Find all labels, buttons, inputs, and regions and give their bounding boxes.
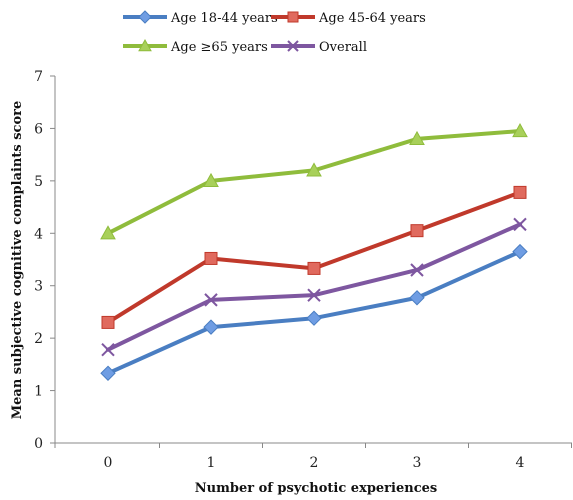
legend-label: Age 45-64 years bbox=[318, 11, 426, 26]
y-axis-ticks: 0 1 2 3 4 5 6 7 bbox=[34, 69, 55, 452]
y-tick-label: 7 bbox=[34, 69, 43, 85]
legend-marker bbox=[138, 38, 152, 52]
y-tick-label: 2 bbox=[34, 331, 43, 347]
data-point bbox=[203, 172, 219, 187]
data-point bbox=[306, 162, 322, 177]
x-tick-label: 3 bbox=[413, 455, 422, 471]
x-tick-label: 4 bbox=[516, 455, 525, 471]
data-point bbox=[307, 288, 321, 302]
data-point bbox=[513, 217, 527, 232]
data-point bbox=[512, 123, 528, 138]
data-point bbox=[409, 290, 425, 306]
x-tick-label: 2 bbox=[310, 455, 319, 471]
series-line bbox=[106, 190, 522, 325]
legend-item: Age 45-64 years bbox=[271, 11, 426, 26]
data-point bbox=[101, 315, 115, 329]
data-point bbox=[307, 261, 321, 275]
data-point bbox=[100, 365, 116, 381]
data-point bbox=[101, 342, 115, 357]
data-point bbox=[204, 251, 218, 265]
data-point bbox=[409, 130, 425, 146]
series-2 bbox=[101, 185, 527, 329]
data-point bbox=[512, 243, 528, 260]
data-point bbox=[306, 310, 322, 326]
legend-label: Age 18-44 years bbox=[170, 11, 278, 26]
series-4 bbox=[101, 217, 527, 357]
y-tick-label: 5 bbox=[34, 174, 43, 190]
legend-marker bbox=[287, 11, 299, 23]
legend-item: Age 18-44 years bbox=[123, 10, 278, 26]
x-tick-label: 1 bbox=[207, 455, 216, 471]
legend-item: Overall bbox=[271, 40, 367, 55]
y-tick-label: 1 bbox=[34, 384, 43, 400]
x-axis-title: Number of psychotic experiences bbox=[195, 481, 437, 496]
x-tick-label: 0 bbox=[104, 455, 113, 471]
y-tick-label: 3 bbox=[34, 279, 43, 295]
axes: 0 1 2 3 4 5 6 7 0 1 2 3 4 bbox=[34, 69, 572, 471]
data-point bbox=[410, 263, 424, 277]
legend-marker bbox=[287, 40, 299, 52]
y-tick-label: 4 bbox=[34, 226, 43, 242]
series-line bbox=[106, 222, 522, 352]
data-point bbox=[513, 185, 527, 199]
legend: Age 18-44 years Age 45-64 years Age ≥65 ye… bbox=[123, 10, 426, 55]
series-1 bbox=[100, 243, 528, 381]
legend-label: Age ≥65 years bbox=[170, 40, 268, 55]
data-point bbox=[204, 293, 218, 307]
data-point bbox=[410, 224, 424, 238]
data-point bbox=[203, 319, 219, 335]
y-axis-title: Mean subjective cognitive complaints sco… bbox=[10, 101, 25, 420]
legend-marker bbox=[138, 10, 152, 24]
legend-label: Overall bbox=[319, 40, 367, 55]
x-axis-ticks: 0 1 2 3 4 bbox=[54, 443, 572, 471]
series-group bbox=[100, 123, 528, 381]
data-point bbox=[100, 225, 116, 240]
y-tick-label: 0 bbox=[34, 436, 43, 452]
series-line bbox=[106, 129, 522, 236]
y-tick-label: 6 bbox=[34, 121, 43, 137]
series-3 bbox=[100, 123, 528, 240]
legend-item: Age ≥65 years bbox=[123, 38, 268, 55]
